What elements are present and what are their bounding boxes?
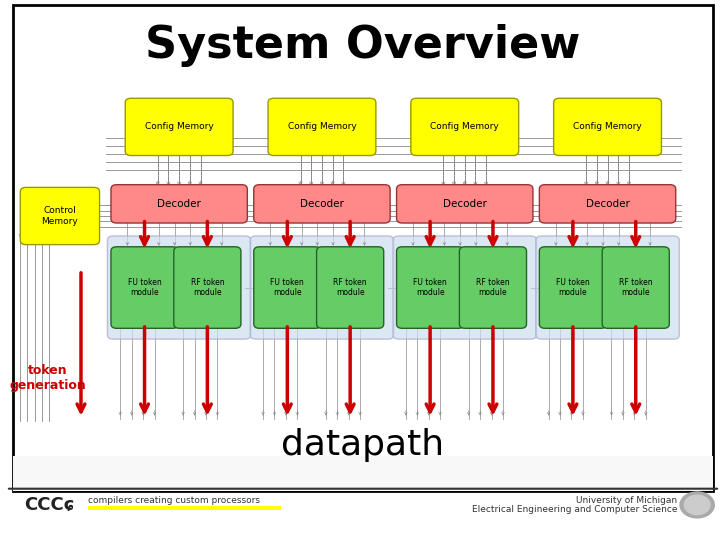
FancyBboxPatch shape	[539, 247, 606, 328]
Text: RF token
module: RF token module	[333, 278, 367, 297]
Circle shape	[684, 495, 710, 515]
Text: Electrical Engineering and Computer Science: Electrical Engineering and Computer Scie…	[472, 505, 678, 514]
FancyBboxPatch shape	[554, 98, 662, 156]
Text: System Overview: System Overview	[145, 24, 581, 68]
Text: Control
Memory: Control Memory	[42, 206, 78, 226]
FancyBboxPatch shape	[111, 185, 248, 223]
FancyBboxPatch shape	[536, 236, 679, 339]
Bar	[13, 456, 713, 491]
FancyBboxPatch shape	[393, 236, 536, 339]
Text: Decoder: Decoder	[443, 199, 487, 209]
Bar	[88, 506, 281, 510]
Text: University of Michigan: University of Michigan	[576, 496, 678, 505]
FancyBboxPatch shape	[250, 236, 394, 339]
FancyBboxPatch shape	[20, 187, 99, 245]
Text: RF token
module: RF token module	[619, 278, 652, 297]
Text: token
generation: token generation	[9, 364, 86, 392]
FancyBboxPatch shape	[13, 5, 713, 491]
Text: compilers creating custom processors: compilers creating custom processors	[88, 496, 260, 505]
Text: CCCɕ: CCCɕ	[24, 496, 74, 514]
Text: FU token
module: FU token module	[556, 278, 590, 297]
FancyBboxPatch shape	[253, 185, 390, 223]
FancyBboxPatch shape	[397, 185, 533, 223]
Text: Config Memory: Config Memory	[287, 123, 356, 131]
Text: RF token
module: RF token module	[476, 278, 510, 297]
FancyBboxPatch shape	[268, 98, 376, 156]
Text: Decoder: Decoder	[585, 199, 629, 209]
FancyBboxPatch shape	[107, 236, 251, 339]
Text: FU token
module: FU token module	[413, 278, 447, 297]
FancyBboxPatch shape	[411, 98, 518, 156]
FancyBboxPatch shape	[602, 247, 670, 328]
FancyBboxPatch shape	[253, 247, 321, 328]
Text: Decoder: Decoder	[300, 199, 344, 209]
FancyBboxPatch shape	[397, 247, 464, 328]
FancyBboxPatch shape	[111, 247, 178, 328]
FancyBboxPatch shape	[459, 247, 526, 328]
Text: Decoder: Decoder	[157, 199, 201, 209]
Text: FU token
module: FU token module	[127, 278, 161, 297]
FancyBboxPatch shape	[174, 247, 241, 328]
Text: Config Memory: Config Memory	[431, 123, 499, 131]
Text: Config Memory: Config Memory	[573, 123, 642, 131]
Text: Config Memory: Config Memory	[145, 123, 214, 131]
FancyBboxPatch shape	[125, 98, 233, 156]
Text: FU token
module: FU token module	[271, 278, 304, 297]
FancyBboxPatch shape	[539, 185, 676, 223]
Text: datapath: datapath	[282, 429, 444, 462]
Circle shape	[680, 492, 714, 518]
FancyBboxPatch shape	[317, 247, 384, 328]
Text: RF token
module: RF token module	[191, 278, 224, 297]
